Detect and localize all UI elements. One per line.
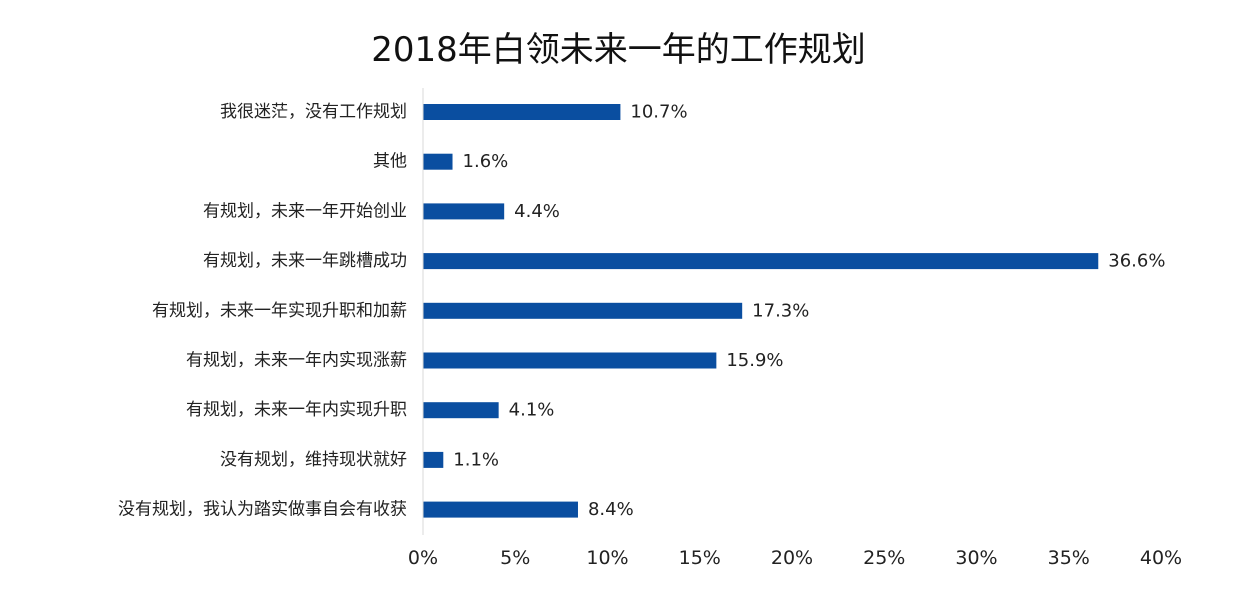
x-tick-label: 5%	[500, 547, 530, 569]
data-label: 1.1%	[453, 449, 499, 470]
data-label: 1.6%	[463, 151, 509, 172]
data-label: 15.9%	[726, 350, 783, 371]
x-tick-label: 15%	[679, 547, 721, 569]
category-label: 有规划，未来一年跳槽成功	[203, 251, 407, 271]
category-label: 其他	[373, 152, 407, 172]
bar	[423, 501, 578, 518]
data-label: 17.3%	[752, 300, 809, 321]
category-label: 我很迷茫，没有工作规划	[220, 102, 407, 122]
bar	[423, 253, 1099, 270]
category-label: 有规划，未来一年内实现涨薪	[186, 351, 407, 371]
category-label: 有规划，未来一年内实现升职	[186, 400, 407, 420]
category-label: 没有规划，我认为踏实做事自会有收获	[118, 500, 407, 520]
data-label: 4.1%	[509, 400, 555, 421]
chart-title: 2018年白领未来一年的工作规划	[371, 30, 866, 70]
bar	[423, 203, 505, 220]
data-label: 10.7%	[630, 102, 687, 123]
bar	[423, 352, 717, 369]
x-tick-label: 35%	[1048, 547, 1090, 569]
x-tick-label: 0%	[408, 547, 438, 569]
x-tick-label: 20%	[771, 547, 813, 569]
bar	[423, 451, 444, 468]
x-tick-label: 40%	[1140, 547, 1182, 569]
bar	[423, 153, 453, 170]
bar	[423, 104, 621, 120]
data-label: 36.6%	[1108, 251, 1165, 272]
x-tick-label: 10%	[586, 547, 628, 569]
category-label: 没有规划，维持现状就好	[220, 450, 407, 470]
data-label: 4.4%	[514, 201, 560, 222]
x-tick-label: 30%	[955, 547, 997, 569]
data-label: 8.4%	[588, 499, 634, 520]
bar	[423, 402, 499, 419]
category-label: 有规划，未来一年实现升职和加薪	[152, 301, 407, 321]
x-tick-label: 25%	[863, 547, 905, 569]
bar	[423, 302, 743, 319]
category-label: 有规划，未来一年开始创业	[203, 201, 407, 221]
